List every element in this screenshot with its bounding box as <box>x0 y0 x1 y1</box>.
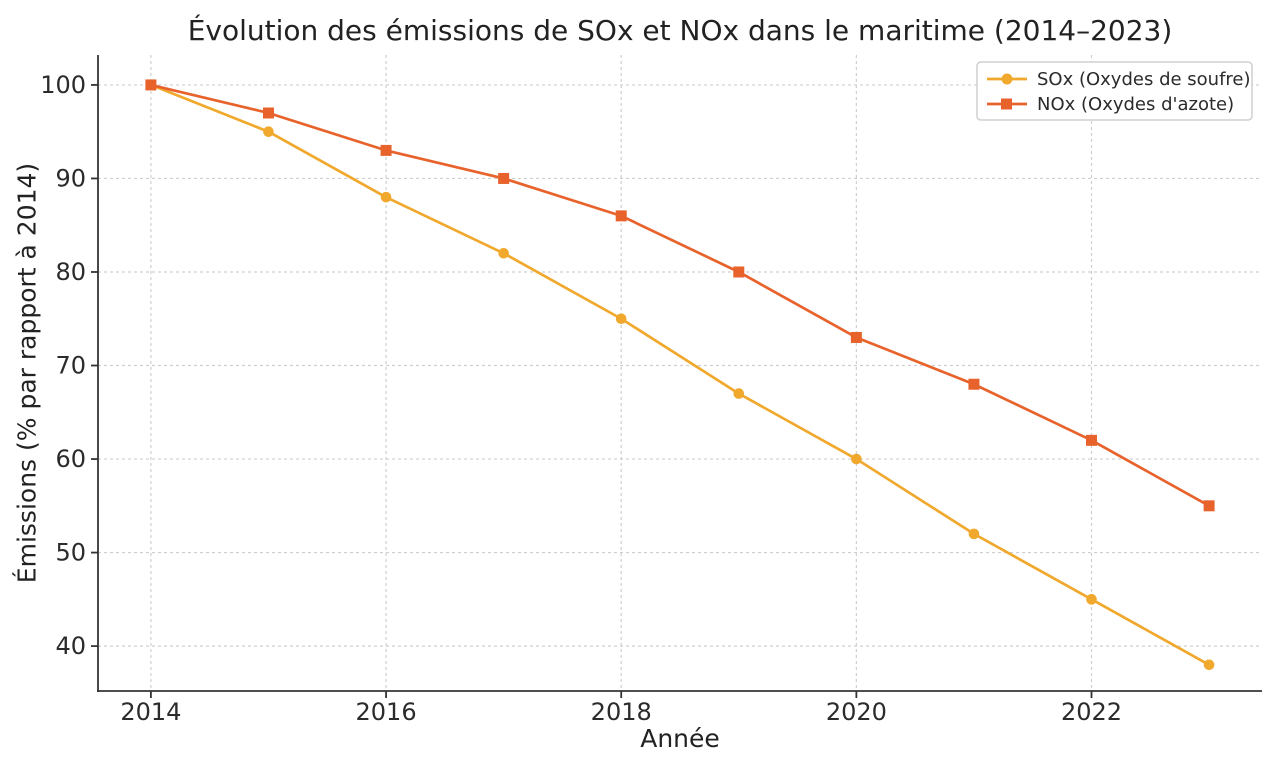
y-tick-label: 90 <box>55 164 86 192</box>
x-tick-label: 2016 <box>356 698 417 726</box>
data-point-square <box>262 107 274 119</box>
series-line <box>149 83 1211 508</box>
y-tick-label: 50 <box>55 539 86 567</box>
legend-marker-square <box>1001 98 1012 110</box>
x-tick-label: 2020 <box>826 698 887 726</box>
data-point-circle <box>968 528 980 540</box>
x-tick-label: 2022 <box>1061 698 1122 726</box>
data-point-square <box>733 266 745 278</box>
series-line <box>149 83 1211 667</box>
y-tick-label: 60 <box>55 445 86 473</box>
data-point-circle <box>263 126 274 137</box>
data-point-square <box>145 79 157 91</box>
data-point-circle <box>733 388 745 399</box>
y-tick-label: 70 <box>55 352 86 380</box>
x-tick-label: 2014 <box>120 698 181 726</box>
y-tick-label: 80 <box>55 258 86 286</box>
data-point-square <box>380 144 392 156</box>
x-tick-label: 2018 <box>591 698 652 726</box>
y-tick-label: 100 <box>40 71 86 99</box>
data-point-square <box>850 331 862 343</box>
data-point-circle <box>1086 594 1097 605</box>
legend-box <box>976 61 1253 121</box>
data-point-circle <box>851 453 862 465</box>
data-point-square <box>498 172 510 184</box>
data-point-circle <box>1203 659 1215 671</box>
legend-label: SOx (Oxydes de soufre) <box>1037 69 1251 90</box>
data-point-square <box>1203 500 1215 512</box>
data-point-circle <box>380 191 392 203</box>
x-axis-label: Année <box>640 724 720 753</box>
legend-label: NOx (Oxydes d'azote) <box>1037 94 1234 115</box>
legend-marker-circle <box>1001 73 1013 85</box>
chart-title: Évolution des émissions de SOx et NOx da… <box>187 14 1173 47</box>
y-axis-label: Émissions (% par rapport à 2014) <box>12 162 42 584</box>
data-point-square <box>615 210 627 222</box>
y-tick-label: 40 <box>55 632 86 660</box>
data-point-square <box>968 378 980 390</box>
data-point-circle <box>615 313 627 325</box>
data-point-square <box>1086 434 1098 446</box>
data-point-circle <box>498 247 509 259</box>
